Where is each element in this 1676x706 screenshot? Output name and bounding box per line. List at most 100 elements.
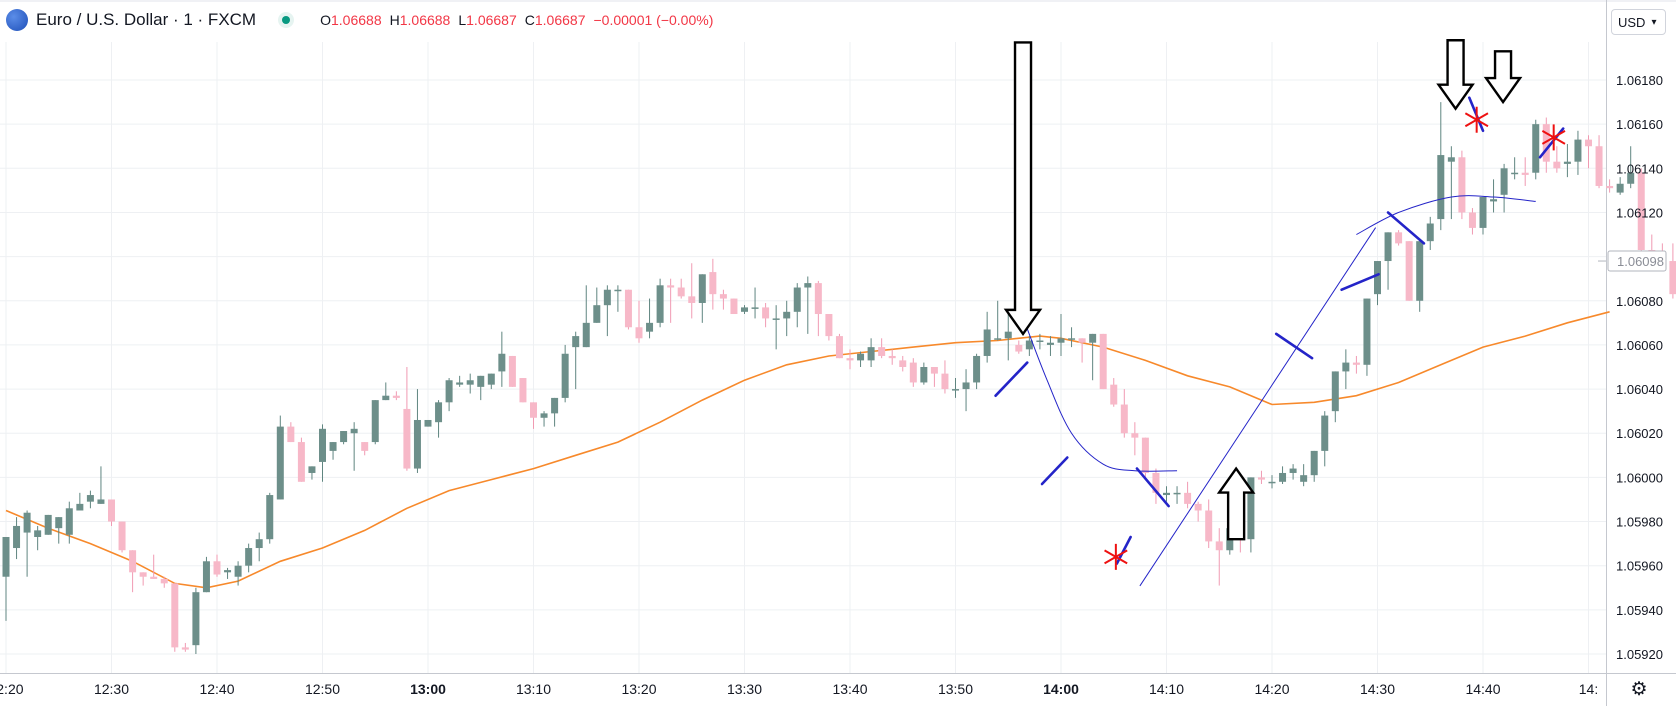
candle-body xyxy=(1279,472,1287,482)
candle-body xyxy=(445,380,453,403)
time-tick-label: 14:20 xyxy=(1254,681,1289,697)
candle xyxy=(1585,135,1592,169)
candle-body xyxy=(1310,450,1318,476)
candle xyxy=(1257,470,1265,485)
candle xyxy=(614,285,622,312)
candle-body xyxy=(825,314,833,337)
time-tick-label: 12:30 xyxy=(94,681,129,697)
candle-body xyxy=(888,355,896,359)
candle-body xyxy=(1627,172,1635,184)
candle xyxy=(593,287,601,323)
symbol-title[interactable]: Euro / U.S. Dollar · 1 · FXCM xyxy=(36,10,257,29)
candle-body xyxy=(1395,232,1403,244)
candle xyxy=(1627,146,1635,189)
candle xyxy=(44,514,52,535)
candle xyxy=(202,556,210,593)
candle xyxy=(1194,501,1202,522)
time-tick-label: 13:40 xyxy=(832,681,867,697)
candle xyxy=(530,402,537,429)
candle xyxy=(930,367,938,387)
price-tick-label: 1.05960 xyxy=(1616,559,1663,574)
price-tick-label: 1.06000 xyxy=(1616,470,1663,485)
candle-body xyxy=(1247,477,1255,540)
flag-logo-icon xyxy=(6,9,28,31)
arrow-up-icon xyxy=(1216,466,1256,541)
candle xyxy=(835,333,843,359)
time-tick-label: 12:40 xyxy=(199,681,234,697)
candle xyxy=(1426,216,1434,250)
candle xyxy=(192,587,200,654)
candle xyxy=(825,314,833,341)
drawing-curve-right xyxy=(1356,195,1536,235)
candle-body xyxy=(487,373,495,385)
candle xyxy=(962,369,970,412)
candle xyxy=(804,276,812,334)
candle-body xyxy=(255,539,263,549)
candle xyxy=(1310,450,1318,482)
price-label-box xyxy=(1607,250,1667,272)
currency-dropdown[interactable]: USD ▾ xyxy=(1611,9,1666,35)
candle-body xyxy=(1616,183,1624,193)
high-value: 1.06688 xyxy=(399,12,451,28)
candle-body xyxy=(857,353,865,361)
star-stroke xyxy=(1104,549,1128,565)
candle-body xyxy=(118,521,126,551)
gear-icon[interactable]: ⚙ xyxy=(1630,678,1648,700)
candle xyxy=(1120,389,1128,438)
candle-body xyxy=(1025,340,1033,350)
candle xyxy=(551,397,559,427)
candle-body xyxy=(276,426,284,500)
candle-body xyxy=(1110,384,1118,405)
candle-body xyxy=(624,289,632,328)
candle xyxy=(86,490,94,509)
change-value: −0.00001 (−0.00%) xyxy=(593,12,714,28)
candle-body xyxy=(139,572,147,577)
candle-body xyxy=(1194,503,1202,511)
candle xyxy=(1110,378,1118,407)
candle-body xyxy=(994,338,1002,340)
trendline xyxy=(1139,227,1376,587)
candle xyxy=(1046,336,1054,356)
candle xyxy=(572,331,580,390)
candle xyxy=(1268,475,1276,489)
candle-body xyxy=(319,428,326,462)
candle-body xyxy=(1374,261,1381,295)
candle-body xyxy=(952,389,959,391)
candle xyxy=(319,424,326,482)
candle-body xyxy=(1553,161,1561,169)
candle xyxy=(213,554,221,577)
candle-body xyxy=(1563,161,1571,164)
candle-body xyxy=(34,530,42,537)
candle-body xyxy=(1384,232,1392,262)
market-status-icon[interactable] xyxy=(278,12,295,28)
candle-body xyxy=(1606,185,1614,189)
candle-body xyxy=(1046,342,1054,345)
time-tick-label: 12:50 xyxy=(305,681,340,697)
candle-body xyxy=(234,565,242,577)
candle xyxy=(234,561,242,586)
candle xyxy=(1606,179,1614,193)
candle xyxy=(867,338,875,367)
candle-body xyxy=(1152,472,1160,493)
candle xyxy=(1057,314,1065,356)
candle xyxy=(382,382,390,401)
candle-body xyxy=(1057,338,1065,343)
candle xyxy=(698,274,706,323)
candle-body xyxy=(466,380,474,385)
candle xyxy=(878,338,886,359)
candle xyxy=(118,521,126,553)
candle xyxy=(1152,468,1160,504)
candle xyxy=(1458,150,1466,220)
candle-body xyxy=(1511,172,1519,175)
candle-body xyxy=(1068,338,1076,340)
candle xyxy=(1004,314,1012,361)
star-stroke xyxy=(1464,112,1489,128)
candle-body xyxy=(1437,155,1445,220)
candle xyxy=(1384,232,1392,290)
arrow-down-icon xyxy=(1483,50,1523,105)
price-tick-label: 1.06120 xyxy=(1616,205,1663,220)
candle xyxy=(1163,486,1170,502)
star-stroke xyxy=(1541,130,1566,145)
star-marker-icon xyxy=(1104,543,1128,570)
